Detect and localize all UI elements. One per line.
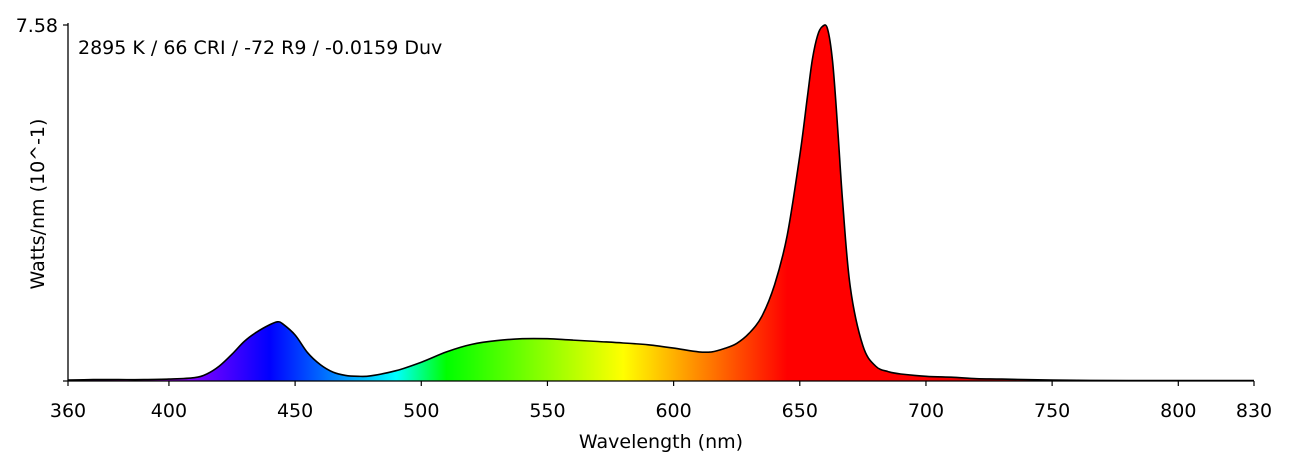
x-tick-label: 650 [782,400,818,422]
x-tick-label: 550 [529,400,565,422]
spectrum-info-label: 2895 K / 66 CRI / -72 R9 / -0.0159 Duv [78,37,442,59]
x-tick-label: 400 [151,400,187,422]
x-tick-label: 360 [50,400,86,422]
y-axis-label: Watts/nm (10^-1) [27,119,49,290]
plot-area [68,24,1254,382]
spectrum-outline [68,24,1254,382]
x-tick-label: 800 [1160,400,1196,422]
x-tick-label: 600 [655,400,691,422]
x-axis-label: Wavelength (nm) [579,431,743,453]
x-tick-label: 750 [1034,400,1070,422]
x-tick-label: 830 [1236,400,1272,422]
x-tick-label: 450 [277,400,313,422]
axes: 360 400 450 500 550 600 650 700 750 800 830 7.58 [16,15,1272,422]
spectrum-fill [68,24,1254,381]
x-tick-label: 700 [908,400,944,422]
y-tick-label: 7.58 [16,15,58,37]
x-tick-label: 500 [403,400,439,422]
